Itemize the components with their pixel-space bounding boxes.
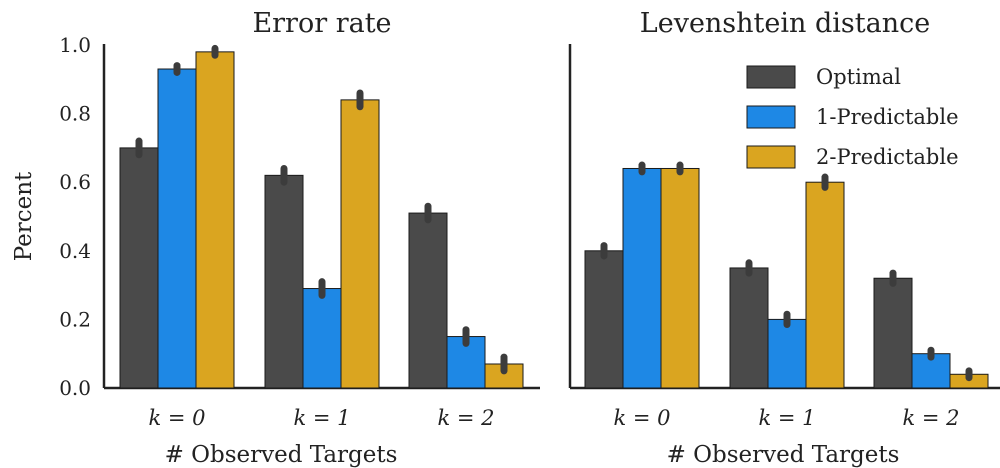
x-axis-label: # Observed Targets	[667, 442, 900, 468]
bar-optimal	[408, 212, 448, 389]
x-tick-label: k = 1	[758, 406, 815, 430]
bar-optimal	[584, 250, 624, 389]
bar-2-predictable	[805, 181, 845, 389]
y-tick-label: 0.4	[59, 239, 91, 263]
y-tick-label: 0.8	[59, 102, 91, 126]
bar-1-predictable	[767, 318, 807, 389]
legend-swatch	[746, 145, 796, 169]
x-tick-label: k = 2	[437, 406, 494, 430]
x-tick-label: k = 2	[902, 406, 959, 430]
bar-optimal	[119, 147, 159, 389]
legend-label: Optimal	[816, 65, 901, 89]
x-tick-label: k = 1	[293, 406, 350, 430]
bar-2-predictable	[195, 51, 235, 389]
chart-title: Error rate	[252, 8, 391, 39]
bar-2-predictable	[340, 99, 380, 389]
bar-1-predictable	[622, 167, 662, 389]
legend-swatch	[746, 65, 796, 89]
bar-1-predictable	[157, 68, 197, 389]
y-tick-label: 1.0	[59, 33, 91, 57]
chart-title: Levenshtein distance	[640, 8, 930, 39]
bar-1-predictable	[302, 288, 342, 389]
y-tick-label: 0.2	[59, 307, 91, 331]
legend-swatch	[746, 105, 796, 129]
bar-optimal	[873, 277, 913, 389]
y-tick-label: 0.6	[59, 170, 91, 194]
x-tick-label: k = 0	[613, 406, 670, 430]
bar-optimal	[729, 267, 769, 389]
x-tick-label: k = 0	[148, 406, 205, 430]
bar-2-predictable	[660, 167, 700, 389]
legend-label: 1-Predictable	[816, 105, 959, 129]
legend-label: 2-Predictable	[816, 145, 959, 169]
y-tick-label: 0.0	[59, 376, 91, 400]
y-axis-label: Percent	[11, 171, 37, 261]
x-axis-label: # Observed Targets	[165, 442, 398, 468]
bar-optimal	[264, 174, 304, 389]
